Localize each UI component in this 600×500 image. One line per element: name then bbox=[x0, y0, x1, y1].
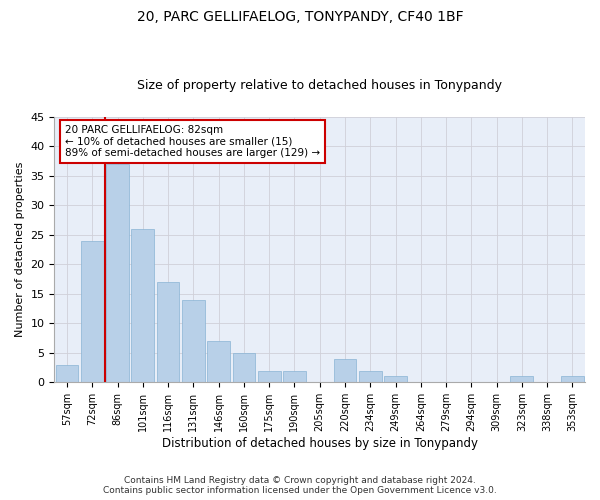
Bar bbox=[359, 370, 382, 382]
Bar bbox=[233, 353, 255, 382]
Bar bbox=[207, 341, 230, 382]
Bar bbox=[511, 376, 533, 382]
Bar bbox=[157, 282, 179, 382]
Bar bbox=[384, 376, 407, 382]
Bar bbox=[131, 229, 154, 382]
Bar bbox=[258, 370, 281, 382]
Title: Size of property relative to detached houses in Tonypandy: Size of property relative to detached ho… bbox=[137, 79, 502, 92]
Bar bbox=[56, 364, 79, 382]
Bar bbox=[81, 240, 104, 382]
Text: 20, PARC GELLIFAELOG, TONYPANDY, CF40 1BF: 20, PARC GELLIFAELOG, TONYPANDY, CF40 1B… bbox=[137, 10, 463, 24]
X-axis label: Distribution of detached houses by size in Tonypandy: Distribution of detached houses by size … bbox=[162, 437, 478, 450]
Bar bbox=[182, 300, 205, 382]
Bar bbox=[561, 376, 584, 382]
Text: Contains HM Land Registry data © Crown copyright and database right 2024.
Contai: Contains HM Land Registry data © Crown c… bbox=[103, 476, 497, 495]
Bar bbox=[283, 370, 306, 382]
Y-axis label: Number of detached properties: Number of detached properties bbox=[15, 162, 25, 337]
Bar bbox=[334, 358, 356, 382]
Bar bbox=[106, 164, 129, 382]
Text: 20 PARC GELLIFAELOG: 82sqm
← 10% of detached houses are smaller (15)
89% of semi: 20 PARC GELLIFAELOG: 82sqm ← 10% of deta… bbox=[65, 124, 320, 158]
